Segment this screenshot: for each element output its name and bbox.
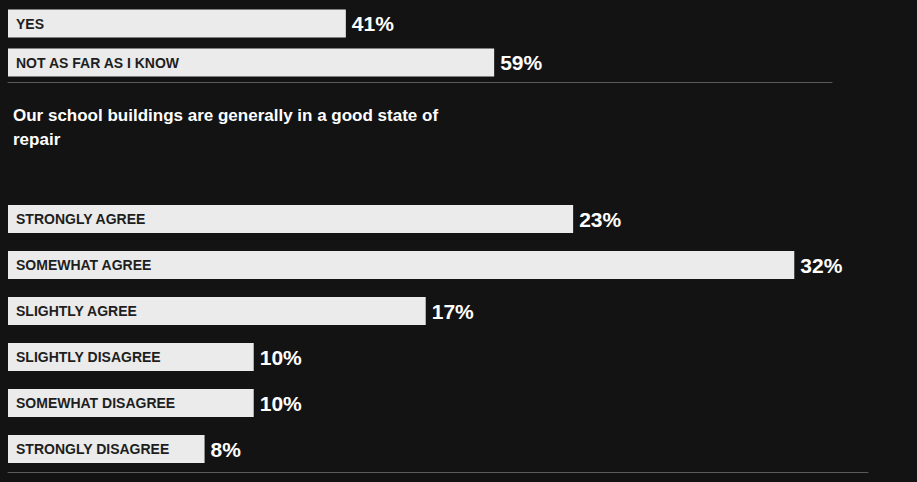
svg-text:STRONGLY DISAGREE: STRONGLY DISAGREE: [16, 441, 169, 457]
svg-text:59%: 59%: [500, 51, 542, 74]
svg-text:8%: 8%: [211, 438, 242, 461]
svg-text:SLIGHTLY DISAGREE: SLIGHTLY DISAGREE: [16, 349, 161, 365]
svg-text:10%: 10%: [260, 392, 302, 415]
svg-text:repair: repair: [13, 130, 61, 149]
svg-text:Our school buildings are gener: Our school buildings are generally in a …: [13, 106, 443, 125]
svg-text:17%: 17%: [432, 300, 474, 323]
svg-text:SOMEWHAT DISAGREE: SOMEWHAT DISAGREE: [16, 395, 175, 411]
svg-text:STRONGLY AGREE: STRONGLY AGREE: [16, 211, 145, 227]
svg-text:NOT AS FAR AS I KNOW: NOT AS FAR AS I KNOW: [16, 55, 180, 71]
svg-text:23%: 23%: [579, 208, 621, 231]
svg-text:41%: 41%: [352, 12, 394, 35]
svg-text:10%: 10%: [260, 346, 302, 369]
svg-text:32%: 32%: [800, 254, 842, 277]
svg-text:YES: YES: [16, 16, 44, 32]
svg-text:SOMEWHAT AGREE: SOMEWHAT AGREE: [16, 257, 151, 273]
svg-text:SLIGHTLY AGREE: SLIGHTLY AGREE: [16, 303, 137, 319]
